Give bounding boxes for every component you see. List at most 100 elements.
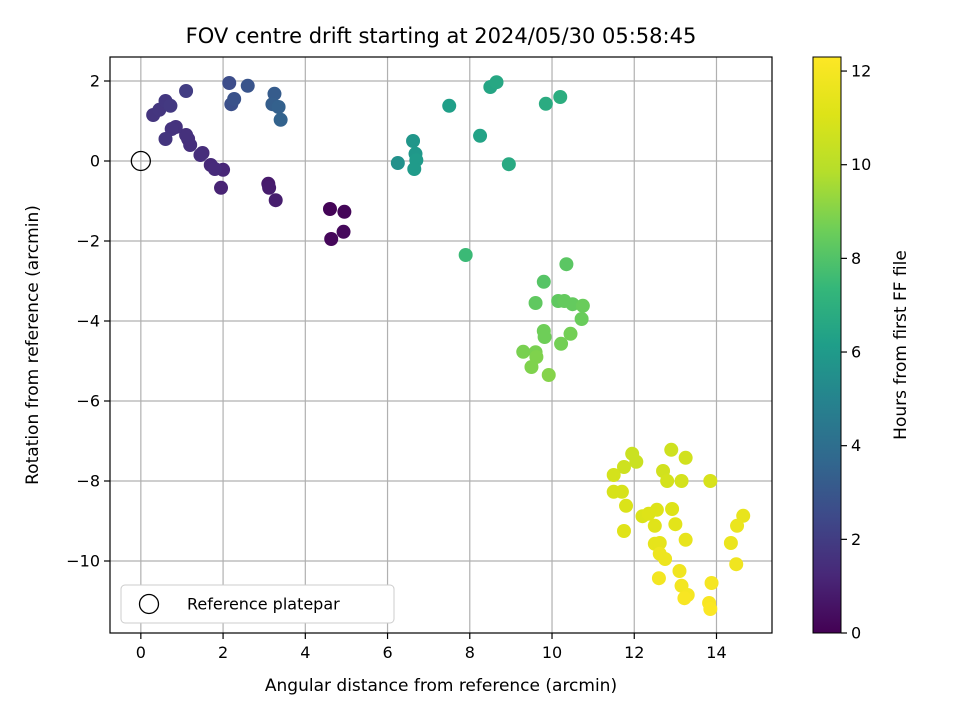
data-point — [537, 330, 552, 344]
data-point — [489, 75, 504, 90]
data-point — [575, 298, 590, 313]
data-point — [337, 204, 352, 219]
data-point — [158, 132, 173, 146]
y-tick-label: −8 — [76, 472, 100, 491]
x-axis-label: Angular distance from reference (arcmin) — [265, 676, 617, 696]
data-point — [528, 296, 543, 310]
colorbar-ticks: 0 2 4 6 8 10 12 — [841, 62, 871, 643]
data-point — [240, 78, 255, 93]
data-point — [267, 86, 282, 101]
colorbar-tick-label: 10 — [851, 155, 871, 174]
colorbar-tick-label: 12 — [851, 62, 871, 81]
chart-title: FOV centre drift starting at 2024/05/30 … — [186, 24, 697, 48]
data-point — [649, 502, 664, 517]
data-point — [658, 552, 673, 566]
data-point — [723, 536, 738, 550]
data-point — [704, 576, 719, 590]
data-point — [651, 571, 666, 586]
data-point — [179, 128, 194, 142]
data-point — [678, 450, 693, 465]
legend-marker-reference — [138, 593, 160, 615]
data-point — [262, 180, 277, 195]
data-point — [606, 468, 621, 482]
data-point — [563, 326, 578, 341]
colorbar-tick-label: 4 — [851, 436, 861, 455]
y-axis-ticks: −10 −8 −6 −4 −2 0 2 — [66, 72, 110, 571]
data-point — [322, 202, 337, 216]
data-point — [565, 297, 580, 312]
colorbar-tick-label: 8 — [851, 249, 861, 268]
data-point — [524, 360, 539, 374]
data-point — [473, 128, 488, 143]
grid-lines — [110, 57, 772, 633]
legend-box — [120, 584, 395, 624]
legend: Reference platepar — [120, 584, 395, 624]
data-point — [678, 532, 693, 547]
data-point — [442, 98, 457, 113]
y-axis-label: Rotation from reference (arcmin) — [23, 205, 43, 485]
data-point — [193, 148, 208, 162]
colorbar-tick-label: 2 — [851, 530, 861, 549]
colorbar-gradient — [812, 56, 842, 634]
data-point — [616, 524, 631, 538]
data-point — [227, 92, 242, 106]
plot-area-frame — [109, 56, 773, 634]
data-point — [268, 193, 283, 208]
data-point — [538, 96, 553, 111]
data-point — [672, 564, 687, 578]
data-point — [674, 474, 689, 488]
x-tick-label: 8 — [465, 643, 475, 662]
data-point — [536, 274, 551, 289]
data-point — [222, 76, 237, 90]
data-point — [336, 224, 351, 239]
data-point — [390, 156, 405, 170]
y-tick-label: −10 — [66, 552, 100, 571]
y-tick-label: −6 — [76, 392, 100, 411]
y-tick-label: −2 — [76, 232, 100, 251]
x-tick-label: 14 — [706, 643, 726, 662]
data-point — [406, 134, 421, 148]
data-point — [668, 517, 683, 532]
data-point — [324, 232, 339, 246]
x-tick-label: 12 — [624, 643, 644, 662]
data-point — [574, 312, 589, 326]
data-point — [677, 591, 692, 606]
data-points — [130, 75, 751, 616]
data-point — [516, 344, 531, 359]
data-point — [214, 180, 229, 195]
x-axis-ticks: 0 2 4 6 8 10 12 14 — [136, 633, 727, 662]
reference-platepar-marker — [130, 150, 151, 172]
x-tick-label: 4 — [300, 643, 310, 662]
y-tick-label: 0 — [90, 152, 100, 171]
y-tick-label: 2 — [90, 72, 100, 91]
data-point — [730, 518, 745, 533]
data-point — [553, 90, 568, 104]
data-point — [736, 508, 751, 523]
data-point — [660, 474, 675, 488]
data-point — [629, 454, 644, 469]
colorbar-tick-label: 6 — [851, 343, 861, 362]
data-point — [559, 257, 574, 272]
legend-label-reference: Reference platepar — [187, 595, 340, 614]
data-point — [703, 474, 718, 488]
data-point — [652, 536, 667, 550]
colorbar: 0 2 4 6 8 10 12 Hours from first FF file — [812, 56, 911, 643]
data-point — [273, 112, 288, 127]
data-point — [271, 100, 286, 114]
data-point — [729, 557, 744, 572]
data-point — [614, 484, 629, 499]
data-point — [647, 518, 662, 533]
colorbar-label: Hours from first FF file — [891, 250, 911, 440]
data-point — [616, 460, 631, 474]
data-point — [164, 122, 179, 136]
data-point — [207, 162, 222, 176]
data-point — [179, 84, 194, 98]
data-point — [665, 502, 680, 516]
data-point — [554, 336, 569, 351]
data-point — [501, 157, 516, 172]
colorbar-tick-label: 0 — [851, 624, 861, 643]
y-tick-label: −4 — [76, 312, 100, 331]
x-tick-label: 0 — [136, 643, 146, 662]
data-point — [619, 498, 634, 513]
